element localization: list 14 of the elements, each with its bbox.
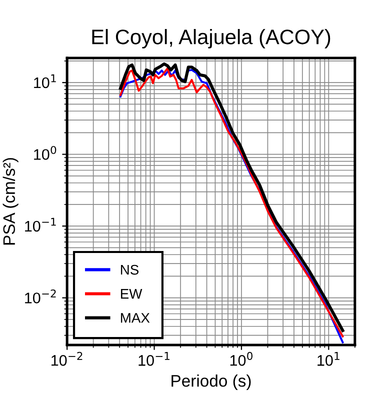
legend-label: NS xyxy=(120,264,139,275)
y-tick-label: 10$^{1}$ xyxy=(34,74,56,88)
x-tick-label: 10$^{−2}$ xyxy=(52,352,82,366)
x-tick-label: 10$^{−1}$ xyxy=(138,352,170,366)
y-tick-label: 10$^{0}$ xyxy=(34,146,56,160)
x-tick-label: 10$^{0}$ xyxy=(230,352,252,366)
legend-label: MAX xyxy=(120,313,150,323)
chart-title: El Coyol, Alajuela (ACOY) xyxy=(92,29,330,48)
x-tick-label: 10$^{1}$ xyxy=(318,352,340,366)
y-tick-label: 10$^{−2}$ xyxy=(25,289,56,304)
x-axis-title: Periodo (s) xyxy=(172,374,251,390)
y-axis-title: PSA (cm/s²) xyxy=(2,158,18,245)
legend-label: EW xyxy=(120,289,142,299)
y-tick-label: 10$^{−1}$ xyxy=(25,218,56,232)
